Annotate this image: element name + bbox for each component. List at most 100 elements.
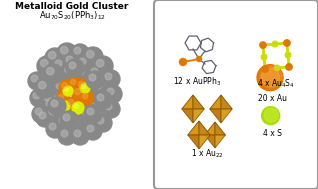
Circle shape [179,59,186,66]
Circle shape [63,53,81,71]
Circle shape [46,100,53,107]
Circle shape [30,89,48,107]
Circle shape [97,94,104,101]
Circle shape [44,94,51,101]
Circle shape [91,97,98,104]
Circle shape [60,46,68,54]
Circle shape [102,70,120,88]
Circle shape [41,91,59,109]
Circle shape [262,107,280,125]
Circle shape [48,97,66,115]
Circle shape [45,48,65,68]
Polygon shape [182,109,193,123]
Circle shape [264,108,278,122]
Polygon shape [210,95,221,109]
Circle shape [82,93,88,99]
Circle shape [76,79,90,93]
Circle shape [74,47,81,54]
Polygon shape [188,135,199,149]
Circle shape [97,117,104,124]
Circle shape [261,68,280,86]
Text: Metalloid Gold Cluster: Metalloid Gold Cluster [15,2,129,11]
Circle shape [105,103,112,110]
Circle shape [66,56,73,63]
Circle shape [28,72,46,90]
Circle shape [37,56,57,76]
Circle shape [62,83,68,89]
Circle shape [35,108,42,115]
Circle shape [285,52,291,58]
Circle shape [39,112,46,119]
Circle shape [62,106,68,112]
Circle shape [95,82,102,89]
Circle shape [66,59,84,77]
Circle shape [71,44,89,62]
Circle shape [87,125,94,132]
Circle shape [104,85,122,103]
Circle shape [75,66,91,82]
Circle shape [88,65,106,83]
Circle shape [91,68,98,75]
Circle shape [96,59,104,67]
Circle shape [82,85,86,88]
Circle shape [56,114,74,132]
Circle shape [76,55,94,73]
Circle shape [63,86,73,96]
Circle shape [55,73,61,79]
Circle shape [102,100,120,118]
Polygon shape [182,95,193,109]
Circle shape [61,130,68,137]
Circle shape [84,95,90,101]
Circle shape [56,92,70,106]
Circle shape [43,69,51,77]
Circle shape [79,58,86,65]
Circle shape [78,81,84,87]
Circle shape [197,57,202,61]
Circle shape [65,88,68,91]
Polygon shape [204,122,215,135]
Circle shape [80,91,94,105]
Circle shape [49,123,56,130]
Polygon shape [221,95,232,109]
Circle shape [52,70,68,86]
Circle shape [284,40,290,46]
Circle shape [60,101,70,111]
Circle shape [75,105,81,111]
Circle shape [274,65,280,71]
Polygon shape [182,95,204,109]
Circle shape [52,57,70,75]
Circle shape [105,73,112,80]
Circle shape [46,120,64,138]
Circle shape [68,115,86,133]
Circle shape [66,97,80,111]
Circle shape [35,78,55,98]
Circle shape [94,91,112,109]
Polygon shape [193,109,204,123]
Text: 4 x Au$_4$S$_4$: 4 x Au$_4$S$_4$ [257,77,295,90]
Polygon shape [204,135,215,148]
Polygon shape [215,122,225,135]
Circle shape [89,74,96,81]
Circle shape [62,103,66,106]
Circle shape [48,51,56,59]
Circle shape [32,105,50,123]
Polygon shape [193,95,204,109]
Circle shape [260,66,282,88]
Circle shape [54,96,60,102]
Circle shape [43,64,63,84]
Circle shape [63,114,70,121]
Circle shape [62,64,78,80]
Circle shape [84,105,102,123]
Circle shape [72,86,88,102]
Circle shape [59,117,66,124]
Circle shape [92,79,110,97]
Polygon shape [221,109,232,123]
Circle shape [51,100,58,107]
Circle shape [86,81,92,87]
Polygon shape [188,121,210,135]
Circle shape [83,110,90,117]
Circle shape [51,93,67,109]
Circle shape [40,59,48,67]
Circle shape [83,47,103,67]
Circle shape [83,78,99,94]
